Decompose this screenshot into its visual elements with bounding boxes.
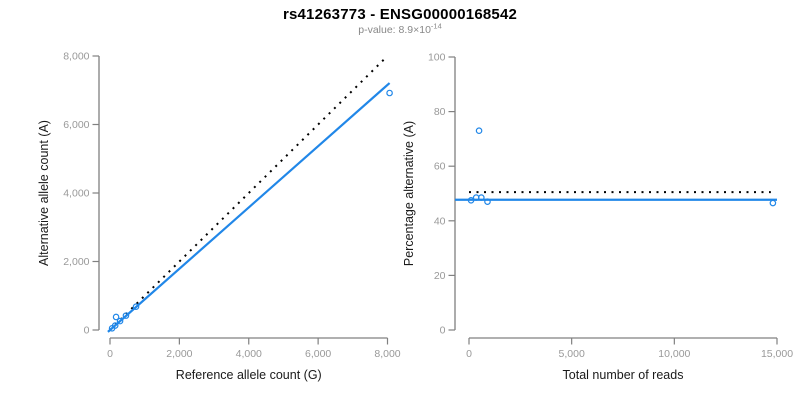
y-tick-label: 6,000 (63, 119, 89, 131)
data-point (484, 198, 491, 205)
x-tick-label: 0 (466, 348, 472, 360)
page-title: rs41263773 - ENSG00000168542 (282, 6, 518, 23)
chart-panel-0: 0 2,000 4,000 6,000 8,000 0 2,000 4,000 6,000 8,0… (37, 51, 401, 383)
x-tick-label: 10,000 (658, 348, 690, 360)
data-point (111, 322, 119, 329)
data-point (475, 127, 483, 135)
p-value-subtitle: p-value: 8.9×10-14 (0, 21, 800, 36)
y-axis-title: Alternative allele count (A) (37, 120, 51, 266)
chart-panel-1: 0 5,000 10,000 15,000 0 20 40 60 80 100 Total numb… (402, 52, 793, 383)
data-point (467, 197, 475, 204)
x-tick-label: 5,000 (559, 348, 585, 360)
data-point (112, 313, 120, 321)
data-point (122, 312, 130, 319)
y-tick-label: 100 (428, 52, 446, 64)
fit-line (107, 82, 391, 333)
data-point (386, 89, 393, 97)
identity-line (109, 55, 389, 331)
x-tick-label: 2,000 (166, 348, 192, 360)
y-tick-label: 2,000 (63, 256, 89, 268)
y-tick-label: 20 (434, 270, 446, 282)
data-point (116, 317, 124, 325)
x-tick-label: 8,000 (374, 348, 400, 360)
x-tick-label: 6,000 (305, 348, 331, 360)
data-point (478, 194, 485, 201)
x-tick-label: 4,000 (236, 348, 262, 360)
data-point (132, 303, 140, 311)
y-tick-label: 40 (434, 215, 446, 227)
data-point (769, 199, 777, 207)
x-axis-title: Reference allele count (G) (176, 368, 322, 382)
x-tick-label: 15,000 (761, 348, 793, 360)
y-tick-label: 0 (84, 325, 90, 337)
p-value-base: p-value: 8.9×10 (358, 24, 431, 36)
y-tick-label: 60 (434, 161, 446, 173)
x-axis-title: Total number of reads (563, 368, 684, 382)
x-tick-label: 0 (107, 348, 113, 360)
y-axis-title: Percentage alternative (A) (402, 121, 416, 266)
p-value-exponent: -14 (430, 21, 442, 31)
y-tick-label: 4,000 (63, 188, 89, 200)
y-tick-label: 0 (440, 325, 446, 337)
y-tick-label: 8,000 (63, 51, 89, 63)
y-tick-label: 80 (434, 106, 446, 118)
